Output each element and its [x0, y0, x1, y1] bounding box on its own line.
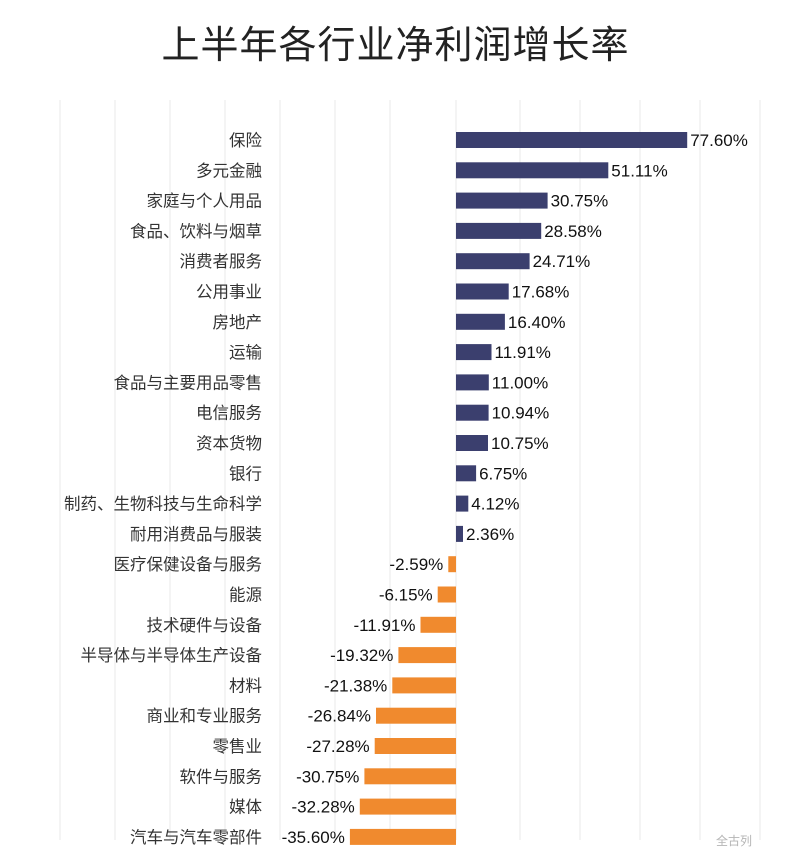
value-label-0: 77.60%: [690, 131, 748, 150]
bar-17: [398, 647, 456, 664]
category-label-20: 零售业: [213, 737, 263, 756]
category-label-13: 耐用消费品与服装: [130, 525, 262, 544]
value-label-22: -32.28%: [291, 798, 354, 817]
bar-1: [456, 162, 609, 179]
value-label-1: 51.11%: [611, 161, 667, 180]
category-label-15: 能源: [229, 586, 262, 605]
value-label-20: -27.28%: [306, 737, 369, 756]
value-label-21: -30.75%: [296, 767, 359, 786]
bar-23: [349, 828, 456, 845]
bar-7: [456, 344, 492, 361]
bar-6: [456, 313, 505, 330]
category-label-8: 食品与主要用品零售: [114, 373, 263, 392]
value-label-6: 16.40%: [508, 313, 566, 332]
category-label-12: 制药、生物科技与生命科学: [64, 495, 262, 514]
category-label-4: 消费者服务: [180, 252, 263, 271]
category-label-1: 多元金融: [196, 161, 262, 180]
category-label-22: 媒体: [229, 798, 263, 817]
value-label-15: -6.15%: [379, 586, 433, 605]
category-label-5: 公用事业: [196, 283, 262, 302]
value-label-16: -11.91%: [353, 616, 415, 635]
bar-2: [456, 192, 548, 209]
bar-4: [456, 253, 530, 270]
bar-8: [456, 374, 489, 391]
category-label-16: 技术硬件与设备: [147, 616, 263, 635]
category-label-6: 房地产: [213, 313, 263, 332]
value-label-4: 24.71%: [533, 252, 591, 271]
category-label-3: 食品、饮料与烟草: [130, 222, 262, 241]
value-label-23: -35.60%: [282, 828, 345, 847]
bar-10: [456, 435, 488, 451]
category-label-19: 商业和专业服务: [147, 707, 263, 726]
value-label-9: 10.94%: [492, 404, 550, 423]
value-label-12: 4.12%: [471, 495, 519, 514]
value-label-19: -26.84%: [308, 707, 371, 726]
value-label-8: 11.00%: [492, 373, 548, 392]
category-label-11: 银行: [229, 464, 262, 483]
bar-22: [359, 798, 456, 815]
bar-5: [456, 283, 509, 300]
bar-15: [437, 586, 456, 603]
category-label-0: 保险: [229, 131, 263, 150]
value-label-13: 2.36%: [466, 525, 514, 544]
category-label-17: 半导体与半导体生产设备: [81, 646, 263, 665]
bar-12: [456, 495, 469, 512]
corner-watermark: 全古列: [716, 834, 753, 848]
chart-title: 上半年各行业净利润增长率: [161, 23, 630, 67]
value-label-3: 28.58%: [544, 222, 602, 241]
category-label-18: 材料: [229, 676, 262, 695]
value-label-11: 6.75%: [479, 464, 527, 483]
category-label-2: 家庭与个人用品: [147, 192, 263, 211]
value-label-10: 10.75%: [491, 434, 549, 453]
bar-13: [456, 525, 463, 542]
category-label-23: 汽车与汽车零部件: [130, 828, 262, 847]
value-label-7: 11.91%: [495, 343, 551, 362]
bar-18: [392, 677, 456, 694]
category-label-10: 资本货物: [196, 434, 262, 453]
category-label-9: 电信服务: [196, 404, 262, 423]
category-label-14: 医疗保健设备与服务: [114, 555, 263, 574]
value-label-5: 17.68%: [512, 283, 570, 302]
value-label-2: 30.75%: [551, 192, 609, 211]
bar-16: [420, 616, 456, 633]
bar-0: [456, 132, 688, 148]
value-label-14: -2.59%: [389, 555, 443, 574]
category-label-21: 软件与服务: [180, 767, 263, 786]
bar-11: [456, 465, 477, 482]
bar-3: [456, 222, 542, 239]
value-label-17: -19.32%: [330, 646, 393, 665]
bar-9: [456, 404, 489, 421]
bar-19: [376, 707, 456, 724]
bar-20: [374, 738, 456, 754]
category-label-7: 运输: [229, 343, 263, 362]
value-label-18: -21.38%: [324, 676, 387, 695]
bar-21: [364, 768, 456, 785]
bar-14: [448, 556, 456, 573]
